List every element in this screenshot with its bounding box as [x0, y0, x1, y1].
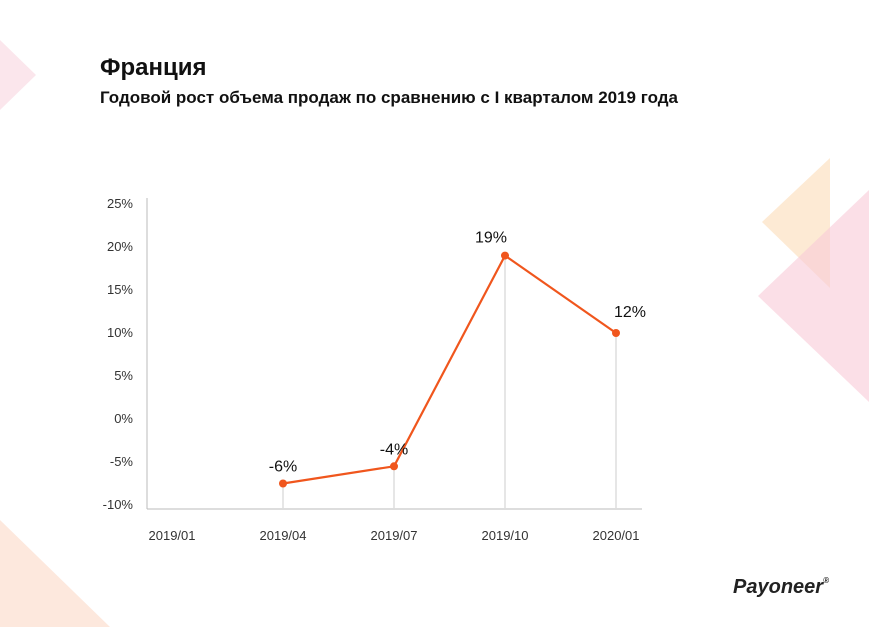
chart-title: Франция [100, 54, 207, 81]
data-point [279, 479, 287, 488]
decor-triangle-bottom-left [0, 520, 110, 627]
y-tick-label: 20% [107, 239, 133, 254]
x-tick-label: 2020/01 [593, 528, 640, 543]
x-tick-label: 2019/04 [260, 528, 307, 543]
x-tick-label: 2019/01 [149, 528, 196, 543]
y-tick-label: 15% [107, 282, 133, 297]
payoneer-logo: Payoneer® [733, 576, 829, 598]
chart-subtitle: Годовой рост объема продаж по сравнению … [100, 88, 678, 107]
y-tick-label: -10% [103, 497, 134, 512]
decor-triangle-right-pink [758, 190, 869, 402]
data-label: 19% [475, 230, 507, 247]
data-point [501, 251, 509, 260]
y-tick-label: -5% [110, 454, 134, 469]
logo-text: Payoneer [733, 576, 824, 598]
series-line [282, 254, 617, 485]
decor-triangle-top-left [0, 40, 36, 110]
x-tick-label: 2019/10 [482, 528, 529, 543]
data-label: -6% [269, 459, 297, 476]
y-tick-label: 25% [107, 196, 133, 211]
y-tick-label: 5% [114, 368, 133, 383]
y-tick-label: 0% [114, 411, 133, 426]
data-point [612, 329, 620, 337]
data-label: 12% [614, 304, 646, 321]
x-tick-label: 2019/07 [371, 528, 418, 543]
y-tick-label: 10% [107, 325, 133, 340]
data-point [390, 462, 398, 471]
data-label: -4% [380, 441, 408, 458]
